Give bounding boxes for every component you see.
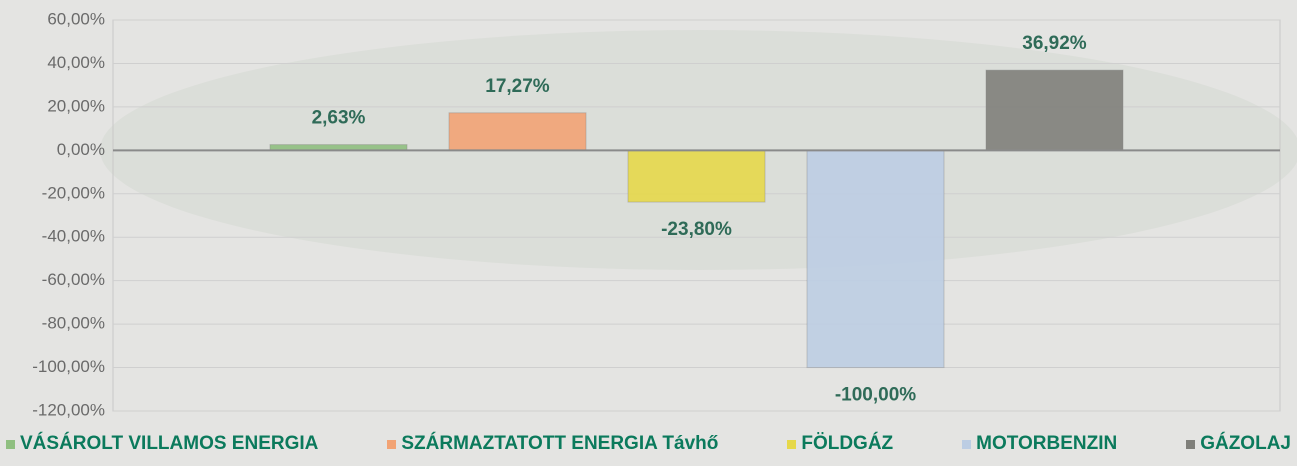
legend-item: GÁZOLAJ [1186,433,1291,455]
y-tick-label: -120,00% [32,400,105,419]
data-label: 17,27% [485,76,550,97]
legend-swatch [6,439,15,449]
y-tick-label: -100,00% [32,357,105,376]
legend-swatch [787,439,797,449]
y-tick-label: 60,00% [47,9,105,28]
legend-label: MOTORBENZIN [976,433,1118,454]
legend-item: MOTORBENZIN [962,433,1117,455]
y-tick-label: 0,00% [57,140,105,159]
y-tick-label: -60,00% [42,270,105,289]
legend-label: VÁSÁROLT VILLAMOS ENERGIA [20,433,319,454]
bar [806,149,945,369]
legend-label: GÁZOLAJ [1200,433,1291,454]
data-label: -100,00% [835,385,916,406]
bar [448,112,587,151]
legend-item: SZÁRMAZTATOTT ENERGIA Távhő [387,433,718,455]
bar [627,149,766,203]
legend-swatch [387,439,397,449]
y-tick-label: 20,00% [47,96,105,115]
y-tick-label: -40,00% [42,227,105,246]
chart: -120,00% -100,00% -80,00% -60,00% -40,00% -20… [32,9,1281,420]
data-label: 36,92% [1022,33,1087,54]
legend-label: SZÁRMAZTATOTT ENERGIA Távhő [401,433,719,454]
legend-item: VÁSÁROLT VILLAMOS ENERGIA [6,433,318,455]
y-tick-label: -80,00% [42,314,105,333]
bar [985,69,1124,151]
data-label: 2,63% [312,108,366,129]
y-tick-label: -20,00% [42,183,105,202]
legend-swatch [962,439,972,449]
legend-item: FÖLDGÁZ [787,433,893,455]
y-tick-label: 40,00% [47,53,105,72]
data-label: -23,80% [661,219,732,240]
legend-swatch [1186,439,1196,449]
legend-label: FÖLDGÁZ [801,433,894,454]
legend: VÁSÁROLT VILLAMOS ENERGIA SZÁRMAZTATOTT E… [0,430,1297,458]
